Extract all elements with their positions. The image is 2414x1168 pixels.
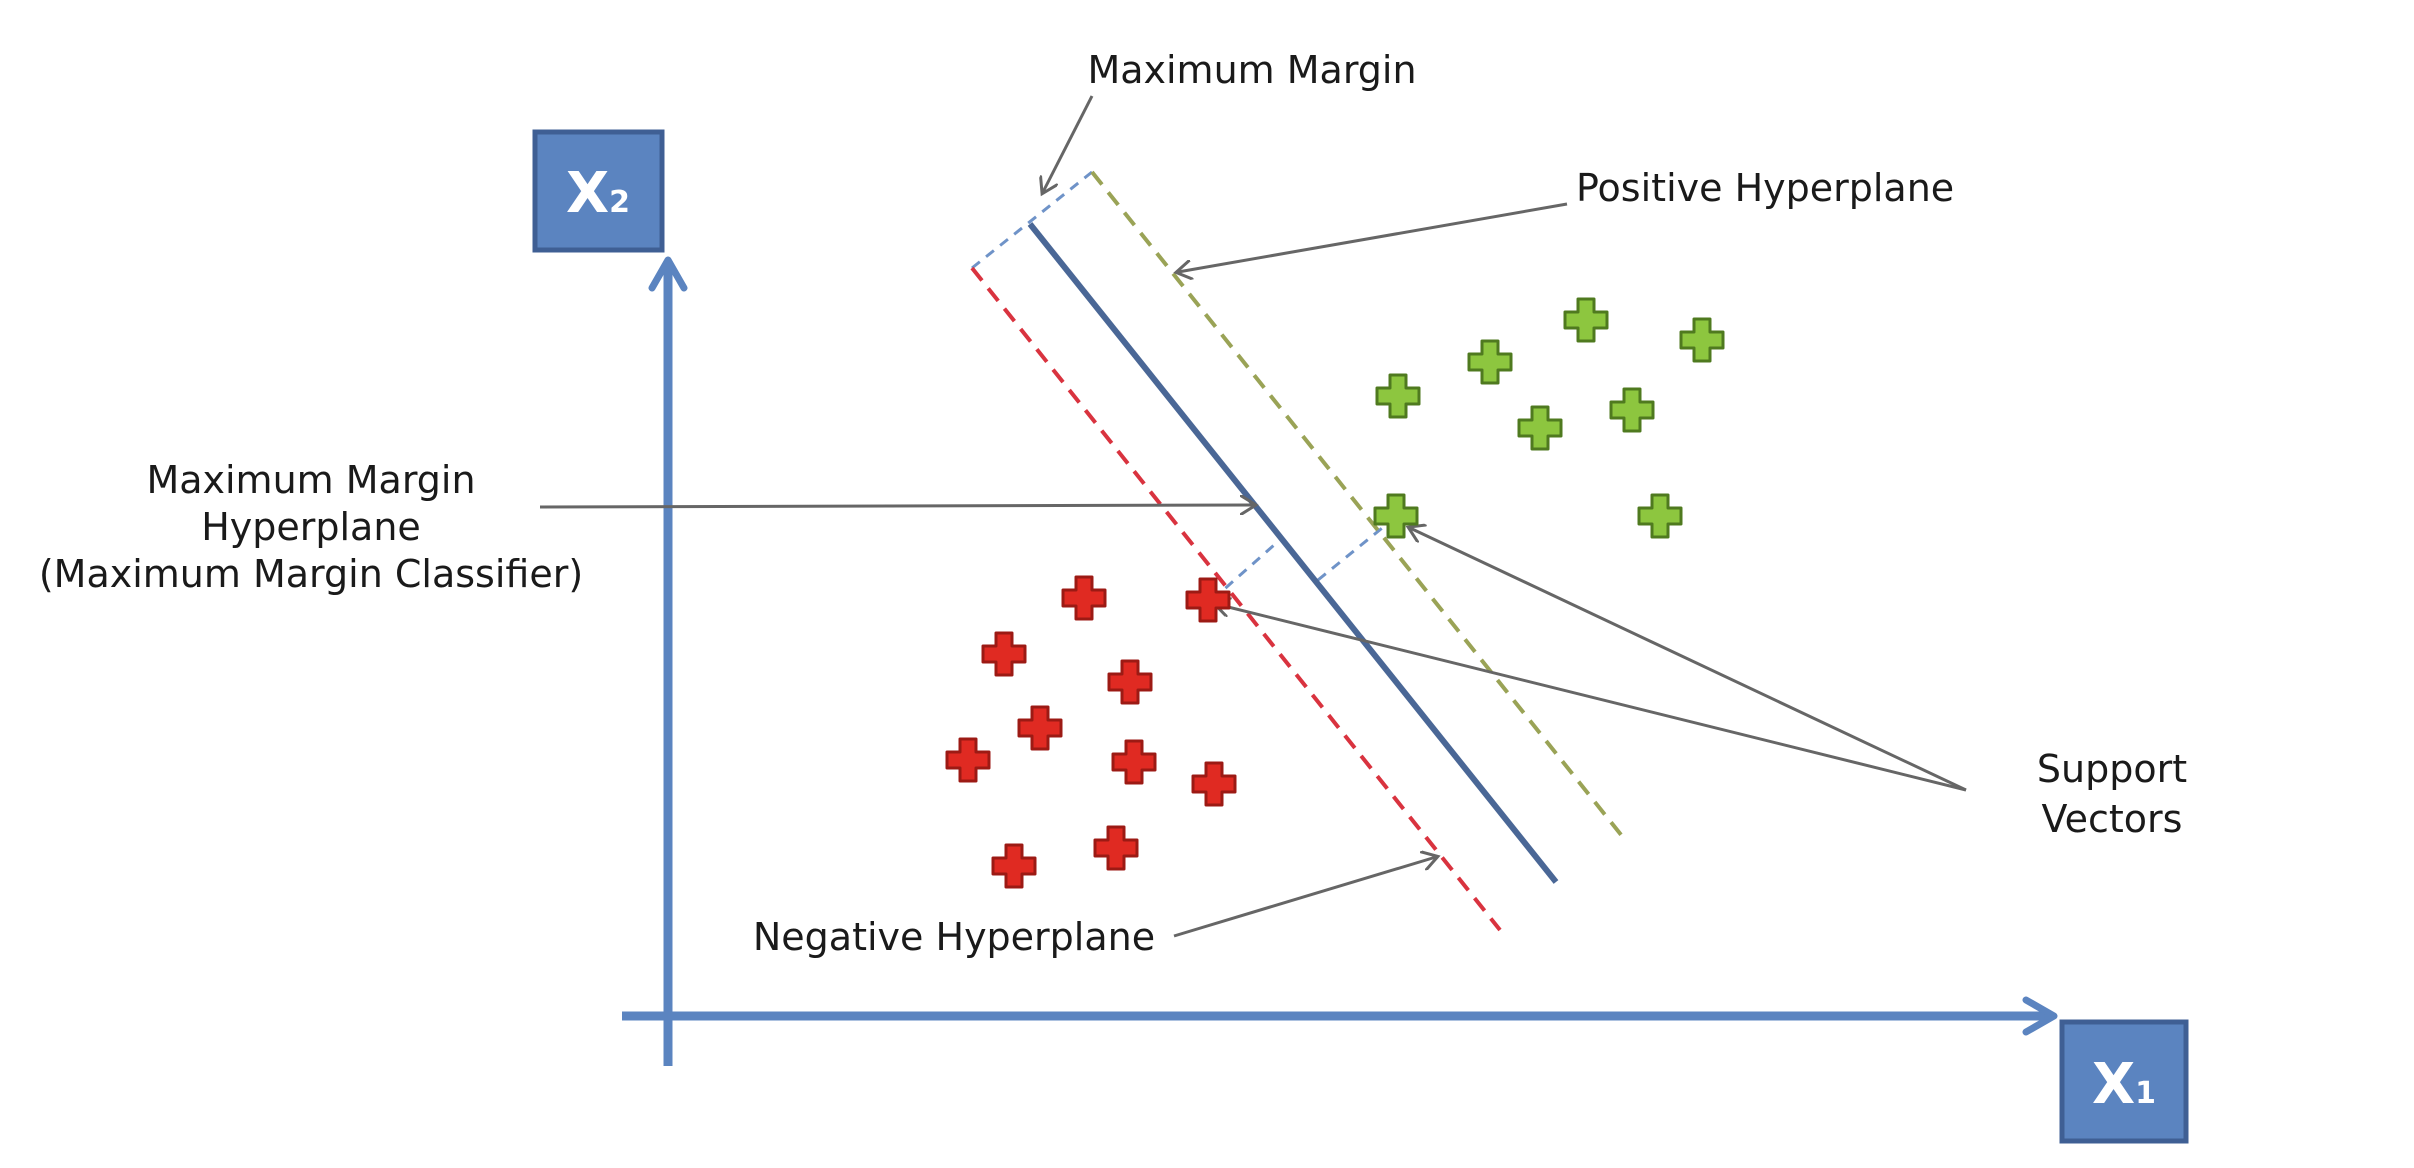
positive-point bbox=[1637, 493, 1683, 539]
negative-point bbox=[1093, 825, 1139, 871]
negative-point bbox=[1107, 659, 1153, 705]
positive-point bbox=[1467, 339, 1513, 385]
negative-points bbox=[945, 575, 1237, 889]
positive-point bbox=[1563, 297, 1609, 343]
positive-point bbox=[1517, 405, 1563, 451]
maximum-margin-hyperplane-line bbox=[1027, 222, 1559, 884]
y-axis-label-box: X2 bbox=[532, 129, 665, 253]
x-axis-subscript: 1 bbox=[2135, 1076, 2156, 1111]
label-positive-hyperplane: Positive Hyperplane bbox=[1576, 166, 1954, 210]
y-axis-subscript: 2 bbox=[609, 185, 630, 220]
arrow-mmh bbox=[539, 505, 1254, 507]
negative-point bbox=[991, 843, 1037, 889]
positive-points bbox=[1373, 297, 1725, 539]
negative-point bbox=[981, 631, 1027, 677]
negative-point bbox=[1185, 577, 1231, 623]
y-axis-symbol: X bbox=[566, 161, 609, 226]
arrow-negative-hyperplane bbox=[1173, 857, 1436, 938]
svg-text:X2: X2 bbox=[566, 161, 630, 226]
negative-point bbox=[1017, 705, 1063, 751]
negative-point bbox=[1191, 761, 1237, 807]
arrow-support-vector-negative bbox=[1216, 604, 1967, 792]
x-axis-label-box: X1 bbox=[2059, 1019, 2189, 1144]
x-axis-symbol: X bbox=[2092, 1052, 2135, 1117]
margin-connector-top bbox=[971, 170, 1093, 270]
label-negative-hyperplane: Negative Hyperplane bbox=[753, 915, 1155, 959]
positive-hyperplane-line bbox=[1090, 170, 1624, 838]
arrow-maximum-margin bbox=[1043, 95, 1094, 192]
positive-point bbox=[1375, 373, 1421, 419]
label-support-line1: Support bbox=[2037, 747, 2187, 791]
negative-point bbox=[945, 737, 991, 783]
label-maximum-margin: Maximum Margin bbox=[1087, 48, 1416, 92]
positive-point bbox=[1609, 387, 1655, 433]
positive-point bbox=[1373, 493, 1419, 539]
label-mmh-line2: Hyperplane bbox=[201, 505, 421, 549]
arrow-support-vector-positive bbox=[1410, 528, 1967, 792]
svg-text:X1: X1 bbox=[2092, 1052, 2156, 1117]
margin-connector-support-left bbox=[1211, 536, 1283, 602]
label-support-line2: Vectors bbox=[2042, 797, 2183, 841]
positive-point bbox=[1679, 317, 1725, 363]
label-mmh-line3: (Maximum Margin Classifier) bbox=[39, 552, 583, 596]
margin-connector-support-right bbox=[1317, 518, 1393, 582]
negative-hyperplane-line bbox=[970, 266, 1502, 932]
negative-point bbox=[1061, 575, 1107, 621]
negative-point bbox=[1111, 739, 1157, 785]
arrow-positive-hyperplane bbox=[1178, 202, 1568, 272]
label-mmh-line1: Maximum Margin bbox=[146, 458, 475, 502]
